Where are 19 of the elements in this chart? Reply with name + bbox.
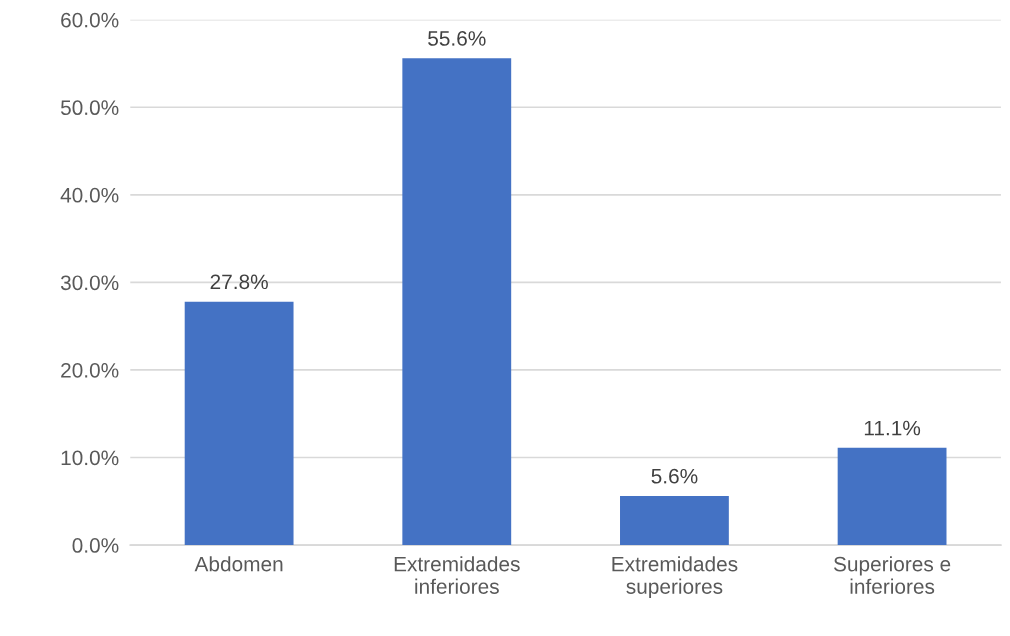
y-tick-label: 60.0% [61, 12, 119, 28]
y-tick-label: 0.0% [72, 538, 119, 553]
bar [620, 496, 729, 546]
y-tick-label: 40.0% [60, 187, 119, 203]
x-tick-label: Extremidades inferiores [394, 556, 520, 594]
x-tick-label: Superiores e inferiores [833, 556, 951, 594]
x-tick-label: Abdomen [194, 556, 283, 572]
data-label: 27.8% [210, 274, 268, 290]
data-label: 11.1% [864, 420, 921, 436]
bar [402, 58, 512, 546]
bar [184, 301, 294, 546]
y-tick-label: 30.0% [60, 275, 119, 291]
x-tick-label: Extremidades superiores [612, 556, 738, 599]
y-tick-label: 10.0% [61, 450, 119, 466]
y-tick-label: 20.0% [61, 362, 119, 378]
data-label: 5.6% [651, 468, 698, 484]
data-label: 55.6% [428, 31, 486, 46]
y-tick-label: 50.0% [60, 100, 119, 116]
bar [837, 447, 947, 546]
